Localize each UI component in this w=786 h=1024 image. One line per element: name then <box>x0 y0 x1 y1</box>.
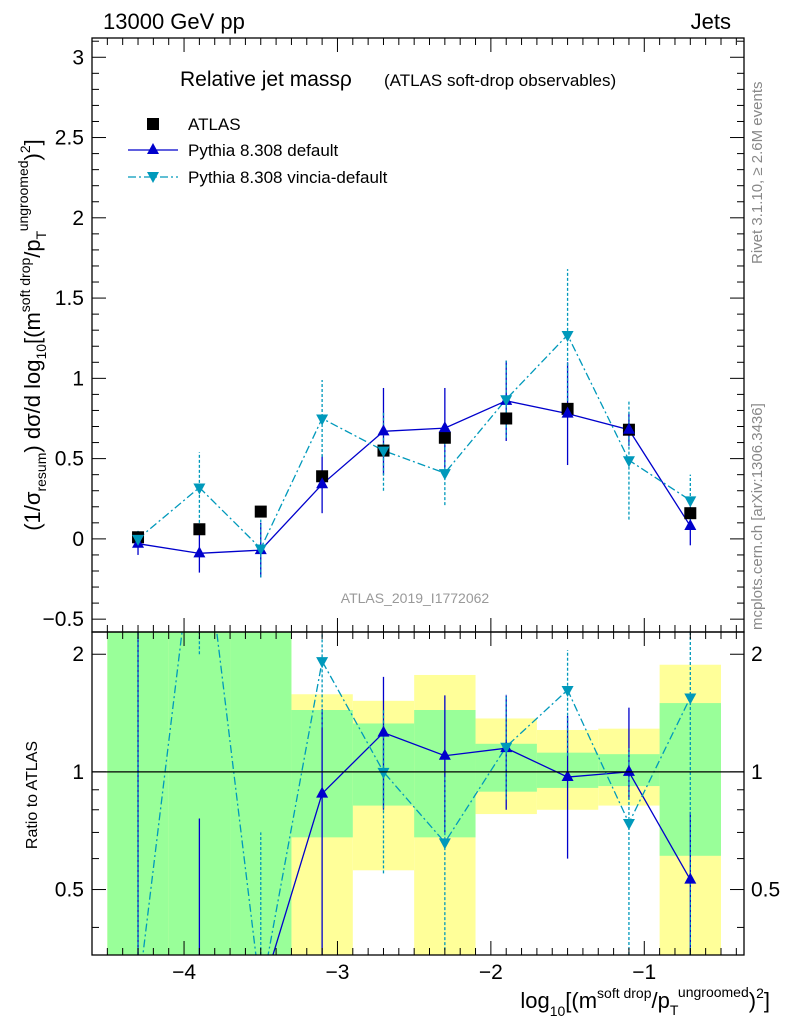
ratio-point-up <box>377 725 390 737</box>
ratio-y-tick-label: 2 <box>72 643 84 666</box>
ratio-point-down <box>438 838 451 850</box>
ratio-point-down <box>500 742 513 754</box>
main-y-tick-label: 0.5 <box>55 448 84 471</box>
main-point-square <box>500 412 513 425</box>
main-point-up <box>561 406 574 418</box>
x-tick-label: −3 <box>325 961 349 984</box>
main-line-up <box>137 400 691 554</box>
ratio-point-down <box>377 767 390 779</box>
ratio-point-down <box>684 693 697 705</box>
x-tick-label: −1 <box>632 961 656 984</box>
x-tick-label: −2 <box>479 961 503 984</box>
svg-text:log10[(msoft drop/pTungroomed): log10[(msoft drop/pTungroomed)2] <box>520 984 770 1019</box>
x-tick-label: −4 <box>172 961 196 984</box>
main-point-down <box>500 395 513 407</box>
ratio-line-up <box>272 731 691 955</box>
legend-default-label: Pythia 8.308 default <box>188 141 339 160</box>
main-point-up <box>193 546 206 558</box>
main-point-down <box>193 483 206 495</box>
ratio-point-up <box>684 872 697 884</box>
main-point-square <box>684 507 697 520</box>
ratio-plot-frame <box>91 631 745 956</box>
process-label: 13000 GeV pp <box>103 9 245 34</box>
main-y-axis-label: (1/σresum) dσ/d log10[(msoft drop/pTungr… <box>15 139 49 531</box>
legend-vincia-marker <box>147 172 159 183</box>
main-line-down <box>137 333 691 550</box>
ratio-point-up <box>438 748 451 760</box>
main-point-square <box>254 505 267 518</box>
mcplots-info: mcplots.cern.ch [arXiv:1306.3436] <box>749 403 766 630</box>
svg-text:(1/σresum) dσ/d log10[(msoft d: (1/σresum) dσ/d log10[(msoft drop/pTungr… <box>15 139 49 531</box>
legend-atlas-marker <box>147 118 159 130</box>
ratio-y-tick-label: 0.5 <box>55 879 84 902</box>
band-inner-bin <box>230 632 292 955</box>
main-point-down <box>132 534 145 546</box>
main-point-square <box>193 523 206 536</box>
main-point-square <box>316 470 329 483</box>
main-y-tick-label: 2 <box>72 207 84 230</box>
ratio-point-down <box>561 686 574 698</box>
main-point-up <box>684 519 697 531</box>
main-point-up <box>377 424 390 436</box>
chart-subtitle: (ATLAS soft-drop observables) <box>384 71 616 90</box>
main-point-down <box>438 469 451 481</box>
rivet-info: Rivet 3.1.10, ≥ 2.6M events <box>749 82 766 265</box>
main-point-down <box>316 414 329 426</box>
main-y-tick-label: 1 <box>72 367 84 390</box>
ratio-point-down <box>316 657 329 669</box>
legend: ATLAS Pythia 8.308 default Pythia 8.308 … <box>128 115 388 187</box>
main-point-down <box>254 544 267 556</box>
ratio-point-up <box>622 764 635 776</box>
main-point-up <box>622 422 635 434</box>
main-point-up <box>438 421 451 433</box>
legend-default-marker <box>147 143 159 154</box>
ratio-point-down <box>622 818 635 830</box>
ratio-point-up <box>316 786 329 798</box>
main-point-down <box>622 456 635 468</box>
ratio-y-tick-label-right: 0.5 <box>751 879 780 902</box>
legend-atlas-label: ATLAS <box>188 115 241 134</box>
ratio-y-tick-label-right: 1 <box>751 761 763 784</box>
x-axis-label: log10[(msoft drop/pTungroomed)2] <box>520 984 770 1019</box>
ratio-line-down <box>142 632 691 955</box>
legend-vincia-label: Pythia 8.308 vincia-default <box>188 168 388 187</box>
main-y-tick-label: 2.5 <box>55 127 84 150</box>
main-y-tick-label: 0 <box>72 528 84 551</box>
main-y-tick-label: −0.5 <box>43 608 84 631</box>
ratio-point-up <box>561 770 574 782</box>
main-point-down <box>684 496 697 508</box>
ratio-y-tick-label-right: 2 <box>751 643 763 666</box>
ratio-y-axis-label: Ratio to ATLAS <box>24 741 41 849</box>
main-point-down <box>561 331 574 342</box>
ratio-y-tick-label: 1 <box>72 761 84 784</box>
main-y-tick-label: 1.5 <box>55 287 84 310</box>
main-point-square <box>438 431 451 444</box>
main-point-down <box>377 446 390 458</box>
chart-title: Relative jet massρ <box>180 68 352 91</box>
main-point-up <box>316 477 329 489</box>
analysis-watermark: ATLAS_2019_I1772062 <box>341 590 490 606</box>
main-y-tick-label: 3 <box>72 46 84 69</box>
jets-label: Jets <box>691 9 731 34</box>
